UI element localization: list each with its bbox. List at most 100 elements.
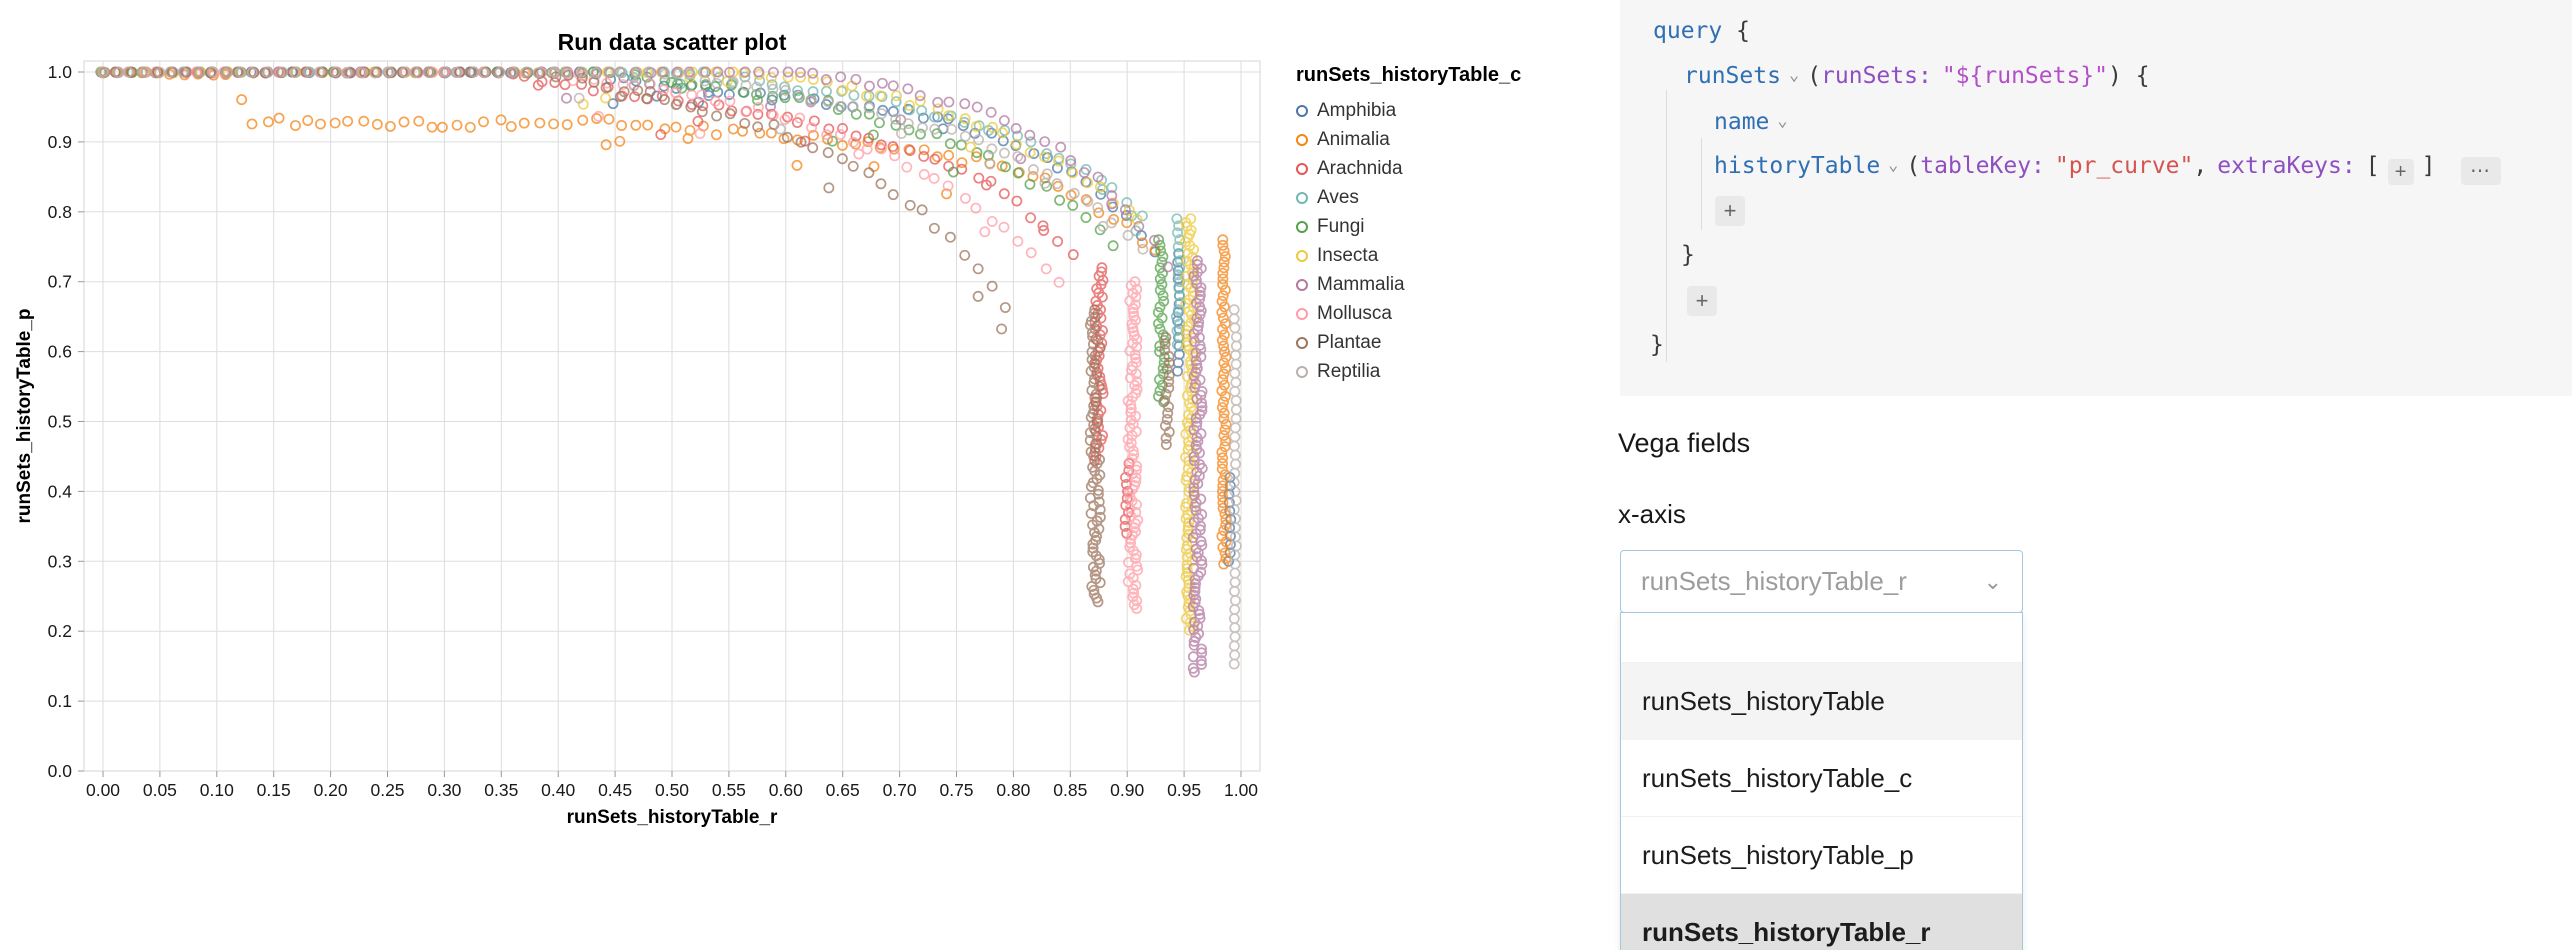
x-axis-field-label: x-axis xyxy=(1618,499,1686,529)
legend-swatch-icon xyxy=(1296,249,1308,262)
add-field-button[interactable]: + xyxy=(1715,196,1745,226)
series-reptilia xyxy=(97,66,1242,670)
svg-text:0.2: 0.2 xyxy=(48,621,72,641)
query-editor-panel: query { runSets ⌄ (runSets: "${runSets}") {… xyxy=(1620,0,2572,396)
query-line-runsets: runSets ⌄ (runSets: "${runSets}") { xyxy=(1684,60,2150,91)
name-caret-icon[interactable]: ⌄ xyxy=(1777,111,1788,131)
close-brace: } xyxy=(1650,332,1664,358)
svg-text:0.85: 0.85 xyxy=(1053,780,1087,800)
svg-text:0.90: 0.90 xyxy=(1110,780,1144,800)
legend-label: Plantae xyxy=(1317,331,1382,353)
legend-item: Aves xyxy=(1296,183,1521,212)
legend-label: Arachnida xyxy=(1317,157,1403,179)
dropdown-search-input[interactable] xyxy=(1621,613,2022,662)
query-line-close-outer: } xyxy=(1650,330,1664,360)
bracket-open: [ xyxy=(2365,153,2380,179)
svg-text:0.9: 0.9 xyxy=(48,132,72,152)
legend-label: Insecta xyxy=(1317,244,1379,266)
svg-text:1.0: 1.0 xyxy=(48,62,73,82)
svg-text:0.50: 0.50 xyxy=(655,780,689,800)
svg-text:0.1: 0.1 xyxy=(48,691,72,711)
legend-swatch-icon xyxy=(1296,336,1308,349)
svg-text:0.40: 0.40 xyxy=(541,780,575,800)
x-axis-title: runSets_historyTable_r xyxy=(567,807,778,828)
query-line-add-field: + xyxy=(1715,196,1745,226)
legend-item: Mollusca xyxy=(1296,299,1521,328)
add-toplevel-field-button[interactable]: + xyxy=(1687,286,1717,316)
legend-item: Fungi xyxy=(1296,212,1521,241)
svg-text:0.60: 0.60 xyxy=(769,780,803,800)
legend-label: Aves xyxy=(1317,186,1359,208)
svg-text:0.95: 0.95 xyxy=(1167,780,1201,800)
query-keyword: query xyxy=(1653,18,1723,44)
svg-text:0.6: 0.6 xyxy=(48,342,72,362)
legend-item: Amphibia xyxy=(1296,96,1521,125)
svg-text:0.45: 0.45 xyxy=(598,780,632,800)
svg-text:0.10: 0.10 xyxy=(200,780,234,800)
legend-label: Mollusca xyxy=(1317,302,1392,324)
query-line-historytable: historyTable ⌄ (tableKey: "pr_curve", extraK… xyxy=(1714,150,2502,185)
query-line-add-toplevel: + xyxy=(1687,286,1717,316)
bracket-close: ] xyxy=(2421,153,2436,179)
dropdown-caret-icon[interactable]: ⌄ xyxy=(1983,568,2002,594)
query-line-name: name ⌄ xyxy=(1714,106,1796,137)
chart-axes: 0.00 0.05 0.10 0.15 0.20 0.25 0.30 0.35 0.40 0.45… xyxy=(48,62,1259,800)
scatter-plot: 0.00 0.05 0.10 0.15 0.20 0.25 0.30 0.35 0.40 0.45… xyxy=(14,29,1261,828)
legend-swatch-icon xyxy=(1296,133,1308,146)
extrakeys-arg-name: extraKeys: xyxy=(2217,153,2356,179)
dropdown-option[interactable]: runSets_historyTable_c xyxy=(1621,739,2022,816)
svg-text:0.15: 0.15 xyxy=(257,780,291,800)
y-axis-title: runSets_historyTable_p xyxy=(14,308,35,523)
open-brace: { xyxy=(1722,18,1750,44)
more-options-button[interactable]: ⋯ xyxy=(2461,157,2502,185)
legend-swatch-icon xyxy=(1296,162,1308,175)
dropdown-option[interactable]: runSets_historyTable xyxy=(1621,662,2022,739)
svg-text:0.25: 0.25 xyxy=(370,780,404,800)
tablekey-arg-value: "pr_curve" xyxy=(2054,153,2194,179)
indent-guide xyxy=(1666,90,1667,362)
svg-text:0.0: 0.0 xyxy=(48,761,73,781)
add-extrakey-button[interactable]: + xyxy=(2387,159,2414,185)
legend-swatch-icon xyxy=(1296,220,1308,233)
legend-label: Fungi xyxy=(1317,215,1365,237)
svg-text:0.5: 0.5 xyxy=(48,412,72,432)
legend-label: Amphibia xyxy=(1317,99,1397,121)
legend-item: Plantae xyxy=(1296,328,1521,357)
chart-title: Run data scatter plot xyxy=(558,29,787,55)
close-brace: } xyxy=(1681,242,1695,268)
runsets-field: runSets xyxy=(1684,63,1781,89)
x-axis-dropdown-value: runSets_historyTable_r xyxy=(1641,566,1907,596)
svg-text:0.30: 0.30 xyxy=(427,780,461,800)
legend-item: Mammalia xyxy=(1296,270,1521,299)
x-axis-dropdown[interactable]: runSets_historyTable_r ⌄ xyxy=(1620,550,2023,613)
legend-swatch-icon xyxy=(1296,307,1308,320)
svg-text:0.4: 0.4 xyxy=(48,481,73,501)
comma: , xyxy=(2193,153,2208,179)
dropdown-option[interactable]: runSets_historyTable_p xyxy=(1621,816,2022,893)
legend-item: Reptilia xyxy=(1296,357,1521,386)
svg-text:0.75: 0.75 xyxy=(939,780,973,800)
x-axis-dropdown-menu: runSets_historyTable runSets_historyTabl… xyxy=(1620,612,2023,950)
historytable-caret-icon[interactable]: ⌄ xyxy=(1888,155,1899,175)
legend-label: Mammalia xyxy=(1317,273,1405,295)
svg-text:0.05: 0.05 xyxy=(143,780,177,800)
runsets-caret-icon[interactable]: ⌄ xyxy=(1788,65,1800,85)
dropdown-option[interactable]: runSets_historyTable_r xyxy=(1621,893,2022,950)
legend-item: Arachnida xyxy=(1296,154,1521,183)
legend-swatch-icon xyxy=(1296,191,1308,204)
legend-swatch-icon xyxy=(1296,104,1308,117)
series-aves xyxy=(97,66,1186,351)
historytable-field: historyTable xyxy=(1714,153,1881,179)
legend-label: Animalia xyxy=(1317,128,1390,150)
svg-text:0.00: 0.00 xyxy=(86,780,120,800)
legend-label: Reptilia xyxy=(1317,360,1381,382)
query-line-1: query { xyxy=(1653,16,1750,46)
series-plantae xyxy=(99,66,1175,608)
svg-text:0.20: 0.20 xyxy=(314,780,348,800)
svg-text:0.55: 0.55 xyxy=(712,780,746,800)
chart-legend: runSets_historyTable_c Amphibia Animalia Ar… xyxy=(1296,64,1521,386)
paren-close: ) { xyxy=(2108,63,2150,89)
svg-text:0.35: 0.35 xyxy=(484,780,518,800)
query-line-close-inner: } xyxy=(1681,240,1695,270)
